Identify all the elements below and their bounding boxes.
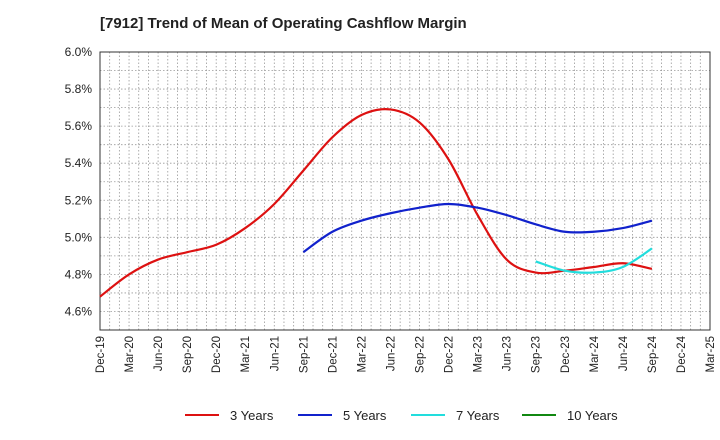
series-line-7-years xyxy=(535,247,653,274)
x-tick-label: Mar-21 xyxy=(240,336,252,372)
series-line-3-years xyxy=(99,108,653,298)
x-tick-label: Jun-23 xyxy=(502,336,514,371)
x-tick-label: Sep-23 xyxy=(531,336,543,373)
y-tick-label: 6.0% xyxy=(65,45,93,59)
x-tick-label: Mar-20 xyxy=(124,336,136,372)
x-tick-label: Mar-25 xyxy=(705,336,717,372)
legend-swatch-10-years xyxy=(522,414,556,416)
legend-label-5-years: 5 Years xyxy=(343,407,387,423)
x-tick-label: Dec-23 xyxy=(560,336,572,373)
y-tick-label: 5.8% xyxy=(65,82,93,96)
x-tick-label: Dec-19 xyxy=(95,336,107,373)
legend-swatch-7-years xyxy=(411,414,445,416)
y-tick-label: 5.6% xyxy=(65,119,93,133)
x-tick-label: Mar-22 xyxy=(356,336,368,372)
x-tick-label: Jun-22 xyxy=(385,336,397,371)
x-tick-label: Sep-22 xyxy=(415,336,427,373)
y-tick-label: 5.4% xyxy=(65,156,93,170)
y-tick-label: 4.6% xyxy=(65,304,93,318)
legend-swatch-3-years xyxy=(185,414,219,416)
x-tick-label: Dec-24 xyxy=(676,335,688,373)
legend-label-10-years: 10 Years xyxy=(567,407,618,423)
x-tick-label: Jun-24 xyxy=(618,335,630,371)
chart-legend: 3 Years 5 Years 7 Years 10 Years xyxy=(0,404,720,426)
chart-title: [7912] Trend of Mean of Operating Cashfl… xyxy=(100,15,467,32)
plot-frame xyxy=(99,51,711,331)
series-line-5-years xyxy=(302,202,653,254)
x-tick-label: Dec-22 xyxy=(444,336,456,373)
x-tick-label: Mar-24 xyxy=(589,335,601,372)
x-tick-label: Sep-20 xyxy=(182,336,194,373)
x-tick-label: Jun-21 xyxy=(269,336,281,371)
x-tick-label: Jun-20 xyxy=(153,336,165,371)
x-tick-label: Sep-21 xyxy=(298,336,310,373)
y-tick-label: 5.0% xyxy=(65,230,93,244)
legend-label-7-years: 7 Years xyxy=(456,407,500,423)
x-tick-label: Dec-20 xyxy=(211,336,223,373)
x-tick-label: Mar-23 xyxy=(473,336,485,372)
x-tick-label: Dec-21 xyxy=(327,336,339,373)
y-tick-label: 5.2% xyxy=(65,193,93,207)
legend-item-7-years: 7 Years xyxy=(411,404,499,426)
x-tick-label: Sep-24 xyxy=(647,335,659,373)
legend-item-3-years: 3 Years xyxy=(185,404,273,426)
y-tick-label: 4.8% xyxy=(65,267,93,281)
legend-label-3-years: 3 Years xyxy=(230,407,274,423)
legend-item-5-years: 5 Years xyxy=(298,404,386,426)
legend-swatch-5-years xyxy=(298,414,332,416)
legend-item-10-years: 10 Years xyxy=(522,404,618,426)
